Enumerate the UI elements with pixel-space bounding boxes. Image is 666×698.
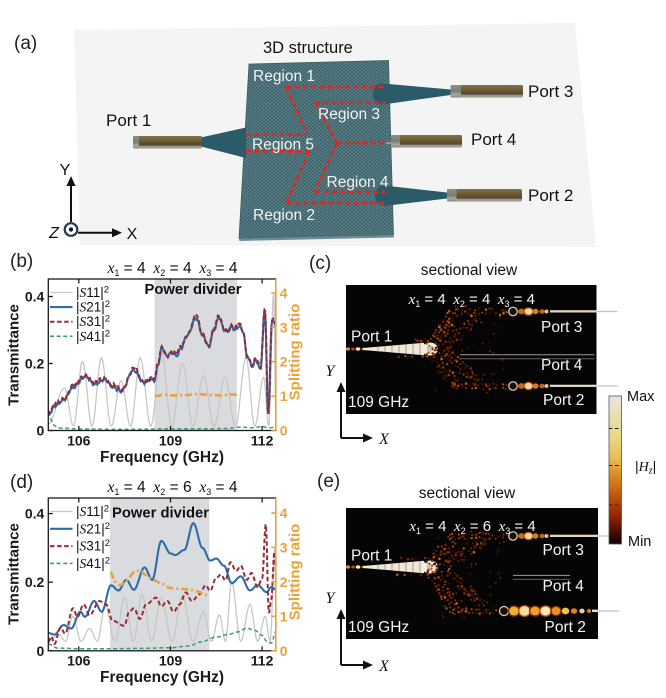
svg-text:Port 4: Port 4 [471,130,516,149]
svg-text:0.4: 0.4 [25,506,45,522]
svg-text:3: 3 [280,319,288,335]
svg-text:|S11|2: |S11|2 [76,285,109,301]
svg-text:0: 0 [37,643,45,659]
svg-text:x1 = 4 x2 = 6 x3 = 4: x1 = 4 x2 = 6 x3 = 4 [106,479,237,497]
svg-text:112: 112 [251,653,274,669]
svg-text:Port 3: Port 3 [528,82,573,101]
svg-text:2: 2 [280,574,288,590]
svg-text:|S21|2: |S21|2 [76,521,110,537]
svg-text:X: X [378,431,390,448]
svg-text:0.2: 0.2 [25,574,45,590]
svg-text:Port 2: Port 2 [543,392,584,409]
svg-text:Region 3: Region 3 [318,106,380,123]
svg-text:|Hz|: |Hz| [635,458,656,477]
svg-text:Port 3: Port 3 [543,542,584,559]
svg-text:Frequency (GHz): Frequency (GHz) [100,669,224,686]
svg-text:109: 109 [159,653,183,669]
svg-text:Port 4: Port 4 [541,357,583,374]
svg-text:(c): (c) [309,253,331,274]
svg-text:|S11|2: |S11|2 [76,504,109,520]
svg-text:109 GHz: 109 GHz [348,619,409,636]
svg-text:Region 1: Region 1 [253,68,315,85]
svg-text:112: 112 [251,433,274,449]
svg-text:x1 = 4 x2 = 4 x3 = 4: x1 = 4 x2 = 4 x3 = 4 [408,291,535,309]
svg-text:Min: Min [628,534,651,550]
svg-text:(e): (e) [317,471,340,492]
svg-text:Port 4: Port 4 [543,578,585,595]
svg-text:|S31|2: |S31|2 [76,314,110,330]
svg-text:x1 = 4 x2 = 4 x3 = 4: x1 = 4 x2 = 4 x3 = 4 [106,260,237,278]
svg-text:x1 = 4 x2 = 6 x3 = 4: x1 = 4 x2 = 6 x3 = 4 [408,518,535,536]
svg-text:3D structure: 3D structure [263,39,353,57]
svg-text:Port 1: Port 1 [106,111,151,130]
svg-text:Region 2: Region 2 [253,207,315,224]
svg-text:Power divider: Power divider [144,282,241,298]
svg-text:106: 106 [67,433,91,449]
svg-text:sectional view: sectional view [421,262,518,279]
svg-text:|S41|2: |S41|2 [76,555,110,571]
svg-text:Splitting ratio: Splitting ratio [287,304,304,401]
svg-text:4: 4 [280,285,288,301]
svg-text:(b): (b) [10,251,33,272]
svg-text:Y: Y [326,590,337,607]
svg-text:|S41|2: |S41|2 [76,328,110,344]
svg-text:1: 1 [280,388,288,404]
svg-text:Region 5: Region 5 [252,137,314,154]
svg-text:2: 2 [280,354,288,370]
svg-text:0: 0 [37,423,45,439]
svg-text:0.2: 0.2 [25,356,45,372]
svg-text:0.4: 0.4 [25,289,45,305]
svg-text:Power divider: Power divider [112,506,209,522]
svg-text:|S21|2: |S21|2 [76,299,110,315]
svg-text:Region 4: Region 4 [327,174,389,191]
svg-text:Max: Max [627,389,655,405]
svg-text:Splitting ratio: Splitting ratio [287,524,304,621]
svg-text:3: 3 [280,539,288,555]
svg-text:109 GHz: 109 GHz [348,394,409,411]
svg-text:Y: Y [326,363,337,380]
svg-text:Port 2: Port 2 [528,186,573,205]
svg-text:Port 3: Port 3 [541,319,582,336]
svg-text:X: X [127,226,138,243]
svg-text:Transmittance: Transmittance [6,523,23,625]
svg-text:(d): (d) [10,472,33,493]
svg-text:106: 106 [67,653,91,669]
svg-text:109: 109 [159,433,183,449]
svg-text:Y: Y [60,162,71,179]
svg-text:Transmittance: Transmittance [6,304,23,406]
svg-text:Port 1: Port 1 [351,329,392,346]
svg-text:X: X [378,658,390,675]
svg-text:Port 2: Port 2 [545,619,586,636]
svg-text:sectional view: sectional view [419,485,516,502]
svg-text:Z: Z [48,225,60,242]
svg-text:0: 0 [280,423,288,439]
svg-text:1: 1 [280,608,288,624]
svg-text:0: 0 [280,643,288,659]
svg-text:4: 4 [280,505,288,521]
svg-text:Frequency (GHz): Frequency (GHz) [100,449,224,466]
svg-text:Port 1: Port 1 [351,548,392,565]
svg-text:(a): (a) [14,33,37,54]
svg-text:|S31|2: |S31|2 [76,538,110,554]
